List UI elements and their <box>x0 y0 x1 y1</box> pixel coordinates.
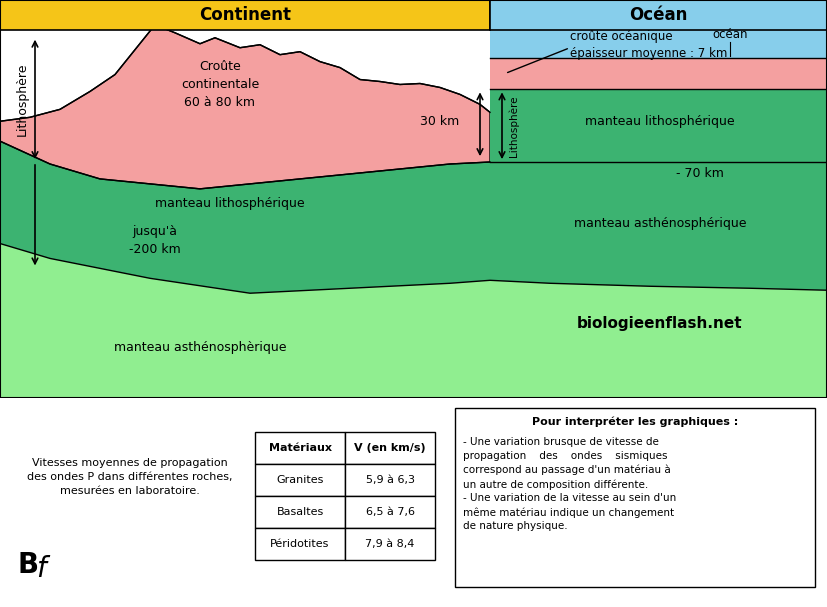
Text: 5,9 à 6,3: 5,9 à 6,3 <box>366 475 414 486</box>
Text: Granites: Granites <box>276 475 323 486</box>
Text: Basaltes: Basaltes <box>276 507 323 517</box>
Text: V (en km/s): V (en km/s) <box>354 444 426 453</box>
Bar <box>490 89 827 162</box>
Bar <box>345 464 435 497</box>
Text: Pour interpréter les graphiques :: Pour interpréter les graphiques : <box>532 416 739 427</box>
Text: Lithosphère: Lithosphère <box>509 95 519 157</box>
Text: Continent: Continent <box>199 6 291 24</box>
Polygon shape <box>0 25 490 189</box>
Polygon shape <box>0 243 827 398</box>
Text: 6,5 à 7,6: 6,5 à 7,6 <box>366 507 414 517</box>
Text: 7,9 à 8,4: 7,9 à 8,4 <box>366 539 414 549</box>
Text: Matériaux: Matériaux <box>269 444 332 453</box>
Bar <box>490 58 827 89</box>
Text: Croûte
continentale
60 à 80 km: Croûte continentale 60 à 80 km <box>181 60 259 109</box>
Bar <box>255 464 345 497</box>
Bar <box>255 432 345 464</box>
Bar <box>345 528 435 560</box>
Bar <box>490 0 827 30</box>
Text: jusqu'à
-200 km: jusqu'à -200 km <box>129 225 181 256</box>
Bar <box>455 407 815 587</box>
Text: océan: océan <box>712 29 748 41</box>
Text: manteau asthénosphérique: manteau asthénosphérique <box>574 217 746 230</box>
Text: 30 km: 30 km <box>420 115 460 127</box>
Text: B: B <box>18 551 39 579</box>
Text: croûte océanique
épaisseur moyenne : 7 km: croûte océanique épaisseur moyenne : 7 k… <box>570 30 728 59</box>
Polygon shape <box>0 141 827 398</box>
Text: Océan: Océan <box>629 6 688 24</box>
Text: manteau lithosphérique: manteau lithosphérique <box>586 115 735 127</box>
Bar <box>255 528 345 560</box>
Bar <box>490 28 827 58</box>
Text: biologieenflash.net: biologieenflash.net <box>577 316 743 331</box>
Bar <box>345 432 435 464</box>
Text: Péridotites: Péridotites <box>270 539 330 549</box>
Text: - Une variation brusque de vitesse de
propagation    des    ondes    sismiques
c: - Une variation brusque de vitesse de pr… <box>463 438 676 531</box>
Text: Vitesses moyennes de propagation
des ondes P dans différentes roches,
mesurées e: Vitesses moyennes de propagation des ond… <box>27 458 232 497</box>
Text: Lithosphère: Lithosphère <box>16 63 28 136</box>
Text: f: f <box>36 555 45 583</box>
Bar <box>0 0 490 30</box>
Text: manteau lithosphérique: manteau lithosphérique <box>155 197 305 210</box>
Bar <box>345 497 435 528</box>
Bar <box>255 497 345 528</box>
Text: - 70 km: - 70 km <box>676 168 724 180</box>
Text: manteau asthénosphèrique: manteau asthénosphèrique <box>114 341 286 354</box>
